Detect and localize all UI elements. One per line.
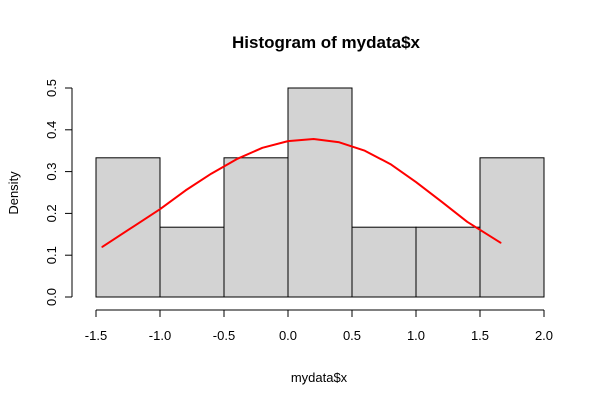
x-axis-label: mydata$x bbox=[291, 370, 348, 385]
y-axis-label: Density bbox=[6, 171, 21, 215]
density-curve-line bbox=[101, 138, 502, 248]
y-tick-label: 0.0 bbox=[44, 288, 59, 306]
y-tick-label: 0.3 bbox=[44, 163, 59, 181]
y-tick-label: 0.5 bbox=[44, 79, 59, 97]
histogram-bar-4 bbox=[287, 87, 353, 298]
histogram-bar-6 bbox=[415, 226, 481, 298]
histogram-bar-1 bbox=[95, 157, 161, 298]
x-tick-label: 1.0 bbox=[407, 328, 425, 343]
chart-title: Histogram of mydata$x bbox=[232, 33, 421, 52]
x-tick-label: 0.5 bbox=[343, 328, 361, 343]
y-tick-label: 0.2 bbox=[44, 204, 59, 222]
x-tick-label: 0.0 bbox=[279, 328, 297, 343]
y-axis: 0.0 0.1 0.2 0.3 0.4 0.5 bbox=[44, 79, 73, 306]
histogram-bar-2 bbox=[159, 226, 225, 298]
y-tick-label: 0.4 bbox=[44, 121, 59, 139]
x-tick-label: 1.5 bbox=[471, 328, 489, 343]
x-tick-label: -1.5 bbox=[85, 328, 107, 343]
histogram-bar-3 bbox=[223, 157, 289, 298]
histogram-bar-5 bbox=[351, 226, 417, 298]
x-axis: -1.5 -1.0 -0.5 0.0 0.5 1.0 1.5 2.0 bbox=[85, 309, 553, 343]
x-tick-label: -1.0 bbox=[149, 328, 171, 343]
histogram-bar-7 bbox=[479, 157, 545, 298]
density-curve-group bbox=[101, 138, 502, 248]
x-tick-label: -0.5 bbox=[213, 328, 235, 343]
y-tick-label: 0.1 bbox=[44, 246, 59, 264]
histogram-bars bbox=[95, 87, 545, 298]
x-tick-label: 2.0 bbox=[535, 328, 553, 343]
